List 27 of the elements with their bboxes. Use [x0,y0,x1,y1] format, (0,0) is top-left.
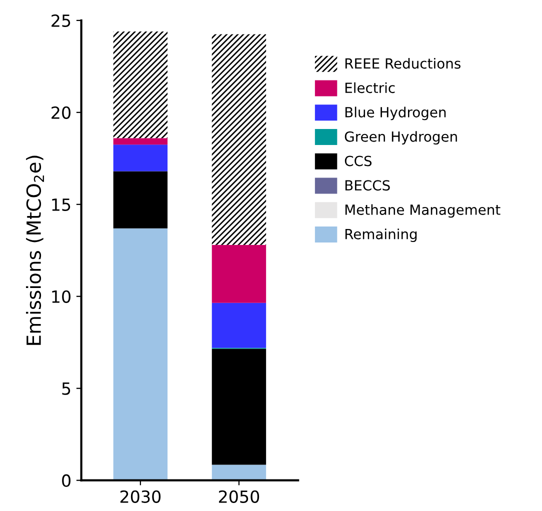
legend-label: BECCS [345,180,390,191]
y-tick-label: 5 [62,382,70,395]
bar [212,464,266,480]
x-tick-label: 2050 [218,490,260,503]
bar [113,31,168,138]
x-tick-label: 2030 [120,490,161,503]
y-tick-label: 10 [52,290,70,303]
y-tick-label: 15 [52,198,70,211]
legend-label: Green Hydrogen [344,131,457,145]
bar [212,302,266,348]
bar [113,171,168,228]
bar [212,244,266,303]
bar [113,144,168,172]
legend-label: Blue Hydrogen [345,106,446,120]
y-tick-label: 20 [52,106,70,119]
bar [113,228,168,480]
bar [212,34,266,245]
y-axis-title: Emissions (MtCO$_{2}$e) [26,156,44,345]
legend-label: CCS [344,156,372,166]
legend-label: REEE Reductions [345,58,460,69]
legend-label: Electric [345,82,395,94]
legend-label: Remaining [345,228,417,242]
y-tick-label: 25 [52,14,70,28]
bar [113,138,168,145]
y-tick-label: 0 [62,474,70,487]
legend-label: Methane Management [345,204,500,218]
bar [212,348,266,465]
